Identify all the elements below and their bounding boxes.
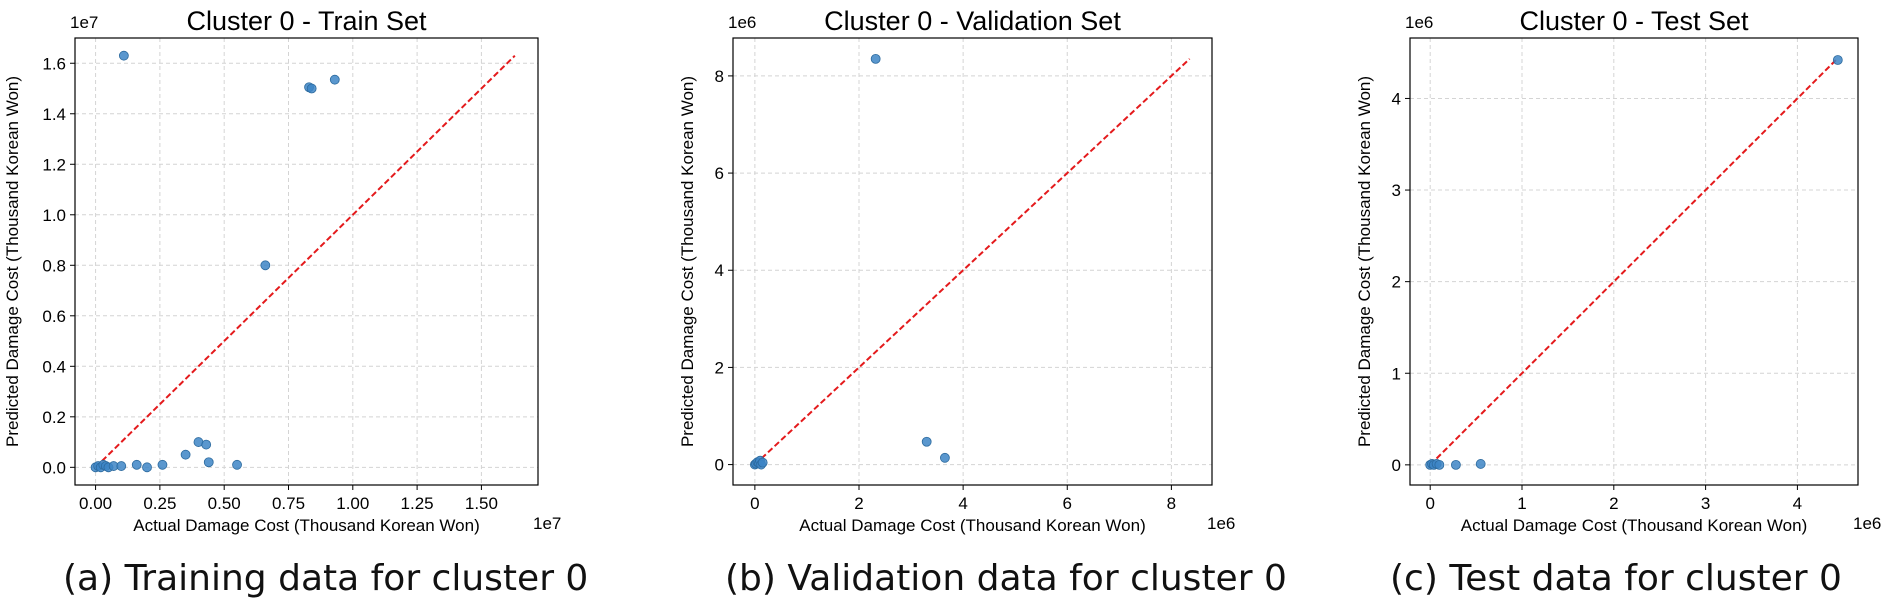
x-tick-label: 1.50 xyxy=(465,494,498,513)
chart-validation-set: 0 2 4 6 8 0 2 4 6 8 Cluster 0 - Validation Set Actu… xyxy=(678,6,1235,535)
y-tick-label: 1.4 xyxy=(42,105,66,124)
plot-frame xyxy=(74,37,539,486)
data-point xyxy=(329,74,340,85)
data-point xyxy=(157,459,168,470)
data-point xyxy=(180,449,191,460)
y-tick-label: 1.6 xyxy=(42,54,66,73)
x-tick-label: 8 xyxy=(1167,494,1176,513)
data-point xyxy=(142,462,152,473)
x-tick-label: 1.25 xyxy=(401,494,434,513)
caption-test: (c) Test data for cluster 0 xyxy=(1390,558,1842,599)
chart-train-set: 0.00 0.25 0.50 0.75 1.00 1.25 1.50 0.0 0.2 0.4 0.6… xyxy=(3,6,561,535)
x-tick-label: 1 xyxy=(1517,494,1526,513)
y-tick-label: 1.0 xyxy=(42,206,66,225)
y-tick-label: 6 xyxy=(715,164,724,183)
y-tick-label: 1.2 xyxy=(42,155,66,174)
plot-frame xyxy=(732,37,1213,486)
chart-test-set: 0 1 2 3 4 0 1 2 3 4 Cluster 0 - Test Set Actual Dam… xyxy=(1355,6,1881,535)
data-point xyxy=(1451,459,1461,470)
data-point xyxy=(940,452,950,463)
x-tick-label: 0.75 xyxy=(272,494,305,513)
y-axis-label: Predicted Damage Cost (Thousand Korean W… xyxy=(3,76,22,447)
x-offset-label: 1e7 xyxy=(533,514,561,533)
y-axis-label: Predicted Damage Cost (Thousand Korean W… xyxy=(678,76,697,447)
data-point xyxy=(306,83,317,94)
plot-frame xyxy=(1409,37,1859,486)
x-tick-label: 2 xyxy=(1609,494,1618,513)
y-tick-label: 1 xyxy=(1392,364,1401,383)
data-point xyxy=(870,53,881,64)
x-axis-label: Actual Damage Cost (Thousand Korean Won) xyxy=(133,516,479,535)
data-point xyxy=(1475,459,1486,469)
y-offset-label: 1e7 xyxy=(70,13,98,32)
data-point xyxy=(1434,459,1445,470)
y-tick-label: 2 xyxy=(715,358,724,377)
data-point xyxy=(757,457,768,468)
x-tick-label: 0.50 xyxy=(208,494,241,513)
y-tick-label: 0.8 xyxy=(42,256,66,275)
data-point xyxy=(201,439,212,450)
reference-line xyxy=(754,58,1191,466)
y-tick-label: 0.6 xyxy=(42,307,66,326)
caption-train: (a) Training data for cluster 0 xyxy=(63,558,589,599)
y-tick-label: 8 xyxy=(715,67,724,86)
y-offset-label: 1e6 xyxy=(1405,13,1433,32)
x-offset-label: 1e6 xyxy=(1853,514,1881,533)
x-axis-label: Actual Damage Cost (Thousand Korean Won) xyxy=(1461,516,1807,535)
chart-title: Cluster 0 - Validation Set xyxy=(824,6,1121,36)
data-point xyxy=(260,260,271,271)
y-offset-label: 1e6 xyxy=(728,13,756,32)
x-tick-label: 0 xyxy=(1425,494,1434,513)
reference-line xyxy=(1429,57,1839,466)
x-tick-label: 1.00 xyxy=(336,494,369,513)
chart-title: Cluster 0 - Test Set xyxy=(1519,6,1749,36)
y-tick-label: 0.4 xyxy=(42,357,66,376)
y-tick-label: 4 xyxy=(1392,89,1401,108)
y-tick-label: 0.0 xyxy=(42,458,66,477)
y-axis-label: Predicted Damage Cost (Thousand Korean W… xyxy=(1355,76,1374,447)
y-tick-label: 0.2 xyxy=(42,408,66,427)
x-tick-label: 4 xyxy=(1793,494,1802,513)
x-offset-label: 1e6 xyxy=(1207,514,1235,533)
chart-title: Cluster 0 - Train Set xyxy=(186,6,427,36)
x-tick-label: 0.25 xyxy=(143,494,176,513)
x-tick-label: 0.00 xyxy=(79,494,112,513)
y-tick-label: 2 xyxy=(1392,273,1401,292)
data-point xyxy=(118,50,129,61)
y-tick-label: 0 xyxy=(715,456,724,475)
data-point xyxy=(232,459,242,470)
x-tick-label: 3 xyxy=(1701,494,1710,513)
caption-validation: (b) Validation data for cluster 0 xyxy=(725,558,1287,599)
x-axis-label: Actual Damage Cost (Thousand Korean Won) xyxy=(799,516,1145,535)
x-tick-label: 6 xyxy=(1063,494,1072,513)
x-tick-label: 4 xyxy=(958,494,967,513)
y-tick-label: 4 xyxy=(715,261,724,280)
data-point xyxy=(131,459,142,470)
data-point xyxy=(1832,55,1843,65)
data-point xyxy=(116,461,127,471)
x-tick-label: 0 xyxy=(750,494,759,513)
y-tick-label: 3 xyxy=(1392,181,1401,200)
x-tick-label: 2 xyxy=(854,494,863,513)
reference-line xyxy=(94,54,516,469)
data-point xyxy=(203,457,214,468)
y-tick-label: 0 xyxy=(1392,456,1401,475)
data-point xyxy=(921,436,932,447)
